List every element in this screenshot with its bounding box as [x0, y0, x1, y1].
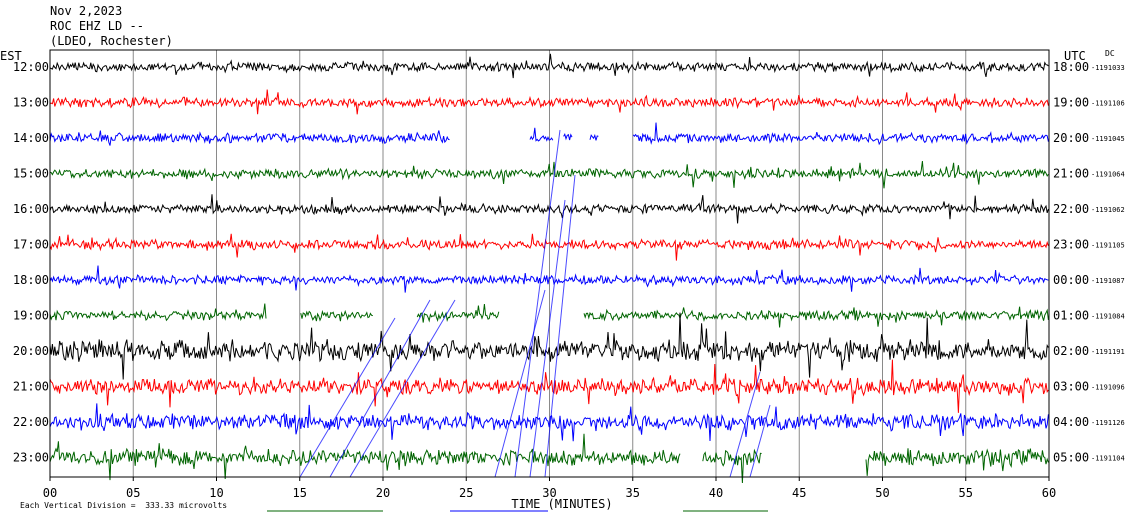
x-tick-label: 50 — [875, 486, 889, 500]
utc-hour-label: 01:00 — [1053, 309, 1089, 323]
scale-note: Each Vertical Division = 333.33 microvol… — [20, 501, 228, 510]
x-tick-label: 00 — [43, 486, 57, 500]
seismic-traces — [49, 53, 1049, 512]
utc-hour-label: 23:00 — [1053, 238, 1089, 252]
dc-axis-label: DC — [1105, 49, 1115, 58]
transient-streak — [299, 317, 396, 478]
utc-hour-label: 21:00 — [1053, 167, 1089, 181]
transient-streak — [494, 289, 546, 478]
est-hour-label: 15:00 — [13, 167, 49, 181]
trace-row — [49, 122, 1049, 146]
transient-streak — [729, 371, 761, 478]
est-hour-label: 18:00 — [13, 273, 49, 287]
utc-hour-label: 18:00 — [1053, 60, 1089, 74]
x-tick-label: 60 — [1042, 486, 1056, 500]
est-hour-label: 19:00 — [13, 309, 49, 323]
minute-gridlines — [49, 50, 1050, 477]
est-hour-label: 16:00 — [13, 202, 49, 216]
x-tick-label: 55 — [959, 486, 973, 500]
trace-row — [49, 312, 1049, 380]
trace-row — [49, 303, 1049, 328]
utc-hour-label: 00:00 — [1053, 273, 1089, 287]
trace-row — [49, 359, 1049, 413]
transient-streak — [749, 404, 771, 478]
dc-offset-label: -1191064 — [1091, 171, 1125, 179]
transient-streak — [514, 129, 561, 478]
est-hour-label: 17:00 — [13, 238, 49, 252]
record-date: Nov 2,2023 — [50, 4, 123, 18]
utc-axis-label: UTC — [1064, 49, 1086, 63]
dc-offset-label: -1191084 — [1091, 313, 1125, 321]
est-hour-label: 23:00 — [13, 451, 49, 465]
x-tick-label: 25 — [459, 486, 473, 500]
est-axis-label: EST — [0, 49, 22, 63]
utc-hour-label: 02:00 — [1053, 344, 1089, 358]
utc-hour-label: 05:00 — [1053, 451, 1089, 465]
est-hour-label: 12:00 — [13, 60, 49, 74]
x-tick-label: 15 — [293, 486, 307, 500]
x-tick-label: 30 — [542, 486, 556, 500]
est-hour-label: 22:00 — [13, 415, 49, 429]
trace-row — [49, 233, 1049, 261]
plot-frame — [49, 49, 1050, 481]
x-tick-label: 35 — [626, 486, 640, 500]
x-tick-label: 45 — [792, 486, 806, 500]
transient-streak — [529, 199, 566, 478]
transient-streak — [349, 299, 456, 478]
x-tick-label: 10 — [209, 486, 223, 500]
dc-offset-label: -1191045 — [1091, 135, 1125, 143]
x-tick-label: 05 — [126, 486, 140, 500]
trace-row — [49, 265, 1049, 293]
x-axis-label: TIME (MINUTES) — [511, 497, 612, 511]
x-tick-label: 40 — [709, 486, 723, 500]
est-hour-label: 13:00 — [13, 96, 49, 110]
est-hour-label: 20:00 — [13, 344, 49, 358]
transient-streak — [329, 299, 431, 478]
est-hour-label: 14:00 — [13, 131, 49, 145]
utc-hour-label: 22:00 — [1053, 202, 1089, 216]
dc-offset-label: -1191062 — [1091, 206, 1125, 214]
dc-offset-label: -1191105 — [1091, 242, 1125, 250]
utc-hour-label: 19:00 — [1053, 96, 1089, 110]
network-name: (LDEO, Rochester) — [50, 34, 173, 48]
dc-offset-label: -1191096 — [1091, 384, 1125, 392]
dc-offset-label: -1191033 — [1091, 64, 1125, 72]
dc-offset-label: -1191106 — [1091, 100, 1125, 108]
trace-row — [49, 89, 1049, 115]
dc-offset-label: -1191191 — [1091, 348, 1125, 356]
utc-hour-label: 04:00 — [1053, 415, 1089, 429]
utc-hour-label: 20:00 — [1053, 131, 1089, 145]
trace-row — [49, 403, 1049, 442]
trace-row — [49, 160, 1049, 189]
utc-hour-label: 03:00 — [1053, 380, 1089, 394]
transient-streak — [544, 174, 576, 478]
x-tick-label: 20 — [376, 486, 390, 500]
est-hour-label: 21:00 — [13, 380, 49, 394]
trace-row — [49, 53, 1049, 79]
dc-offset-label: -1191104 — [1091, 455, 1125, 463]
station-code: ROC EHZ LD -- — [50, 19, 144, 33]
dc-offset-label: -1191126 — [1091, 419, 1125, 427]
dc-offset-label: -1191087 — [1091, 277, 1125, 285]
trace-row — [49, 433, 1049, 484]
